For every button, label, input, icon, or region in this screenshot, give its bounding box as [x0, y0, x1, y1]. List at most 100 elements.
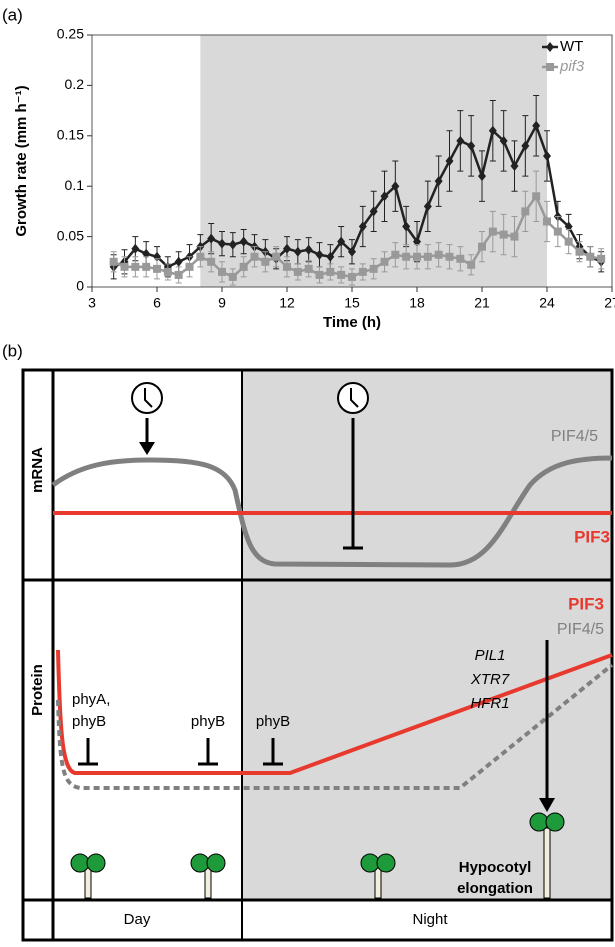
data-point: [391, 250, 400, 259]
y-tick-label: 0.15: [57, 127, 84, 143]
data-point: [413, 236, 421, 247]
data-point: [543, 217, 551, 226]
y-axis-title: Growth rate (mm h⁻¹): [13, 85, 30, 236]
y-tick-label: 0.05: [57, 227, 84, 243]
data-point: [315, 249, 324, 260]
data-point: [304, 264, 313, 273]
data-point: [423, 252, 432, 261]
clock-icon: [337, 382, 369, 550]
data-point: [521, 140, 530, 151]
data-point: [207, 233, 216, 244]
data-point: [304, 244, 313, 255]
data-point: [532, 120, 541, 131]
row-label: mRNA: [29, 447, 46, 493]
data-point: [380, 191, 389, 202]
x-tick-label: 15: [344, 295, 360, 311]
panel-label: (a): [2, 5, 23, 24]
data-point: [185, 262, 194, 271]
gene-label: PIL1: [475, 647, 506, 664]
data-point: [586, 252, 595, 261]
curve-label: PIF4/5: [557, 621, 604, 638]
legend-marker: [546, 42, 554, 52]
data-point: [543, 150, 551, 161]
data-point: [142, 262, 151, 271]
data-point: [348, 246, 356, 257]
data-point: [196, 252, 205, 261]
data-point: [109, 257, 118, 266]
data-point: [369, 264, 378, 273]
x-tick-label: 18: [409, 295, 425, 311]
data-point: [575, 247, 584, 256]
inhibition-bars: [78, 738, 283, 766]
data-point: [423, 201, 432, 212]
data-point: [445, 252, 454, 261]
curve-label: PIF3: [568, 594, 604, 613]
data-point: [553, 227, 562, 236]
phase-label: Day: [124, 911, 151, 928]
seedling: [360, 853, 396, 899]
data-point: [467, 140, 476, 151]
data-point: [488, 227, 497, 236]
gene-label: XTR7: [470, 671, 510, 688]
data-point: [337, 236, 346, 247]
regulator-label: phyB: [256, 713, 290, 730]
data-point: [283, 262, 291, 271]
pif45-protein-curve: [56, 663, 614, 790]
y-tick-label: 0: [76, 278, 84, 294]
x-tick-label: 9: [218, 295, 226, 311]
data-point: [293, 246, 302, 257]
phase-label: Night: [412, 911, 448, 928]
data-point: [456, 254, 465, 263]
regulator-label: phyB: [191, 713, 225, 730]
data-point: [499, 135, 508, 146]
data-point: [532, 192, 541, 201]
curve-label: PIF4/5: [551, 428, 598, 445]
regulator-label: phyA,: [72, 691, 110, 708]
data-point: [478, 242, 486, 251]
seedling: [529, 812, 565, 899]
data-point: [413, 252, 421, 261]
regulator-label: phyB: [72, 713, 106, 730]
data-point: [564, 221, 573, 232]
data-point: [142, 248, 151, 259]
data-point: [239, 262, 248, 271]
data-point: [564, 237, 573, 246]
data-point: [131, 243, 140, 254]
x-tick-label: 12: [279, 295, 295, 311]
data-point: [369, 206, 378, 217]
legend-label: pif3: [559, 58, 585, 75]
y-tick-label: 0.1: [65, 177, 85, 193]
data-point: [510, 232, 519, 241]
data-point: [488, 125, 497, 136]
series-line: [113, 122, 602, 269]
data-point: [510, 161, 519, 172]
x-tick-label: 6: [153, 295, 161, 311]
clock-icon: [131, 382, 163, 455]
data-point: [391, 181, 400, 192]
y-tick-label: 0.25: [57, 26, 84, 42]
panel-label: (b): [2, 341, 23, 360]
data-point: [239, 236, 248, 247]
data-point: [153, 264, 161, 273]
seedling: [70, 853, 106, 899]
shaded-region: [200, 35, 548, 287]
x-tick-label: 21: [474, 295, 490, 311]
x-tick-label: 3: [88, 295, 96, 311]
legend-marker: [546, 63, 554, 71]
data-point: [499, 230, 508, 239]
data-point: [380, 257, 389, 266]
data-point: [250, 252, 259, 261]
gene-label: HFR1: [470, 695, 509, 712]
x-tick-label: 24: [539, 295, 555, 311]
data-point: [456, 135, 465, 146]
data-point: [207, 257, 216, 266]
series-line: [113, 193, 602, 279]
data-point: [131, 262, 140, 271]
data-point: [228, 272, 237, 281]
data-point: [120, 262, 129, 271]
data-point: [163, 267, 172, 276]
data-point: [218, 267, 226, 276]
x-axis-title: Time (h): [323, 314, 381, 331]
seedling: [190, 853, 226, 899]
